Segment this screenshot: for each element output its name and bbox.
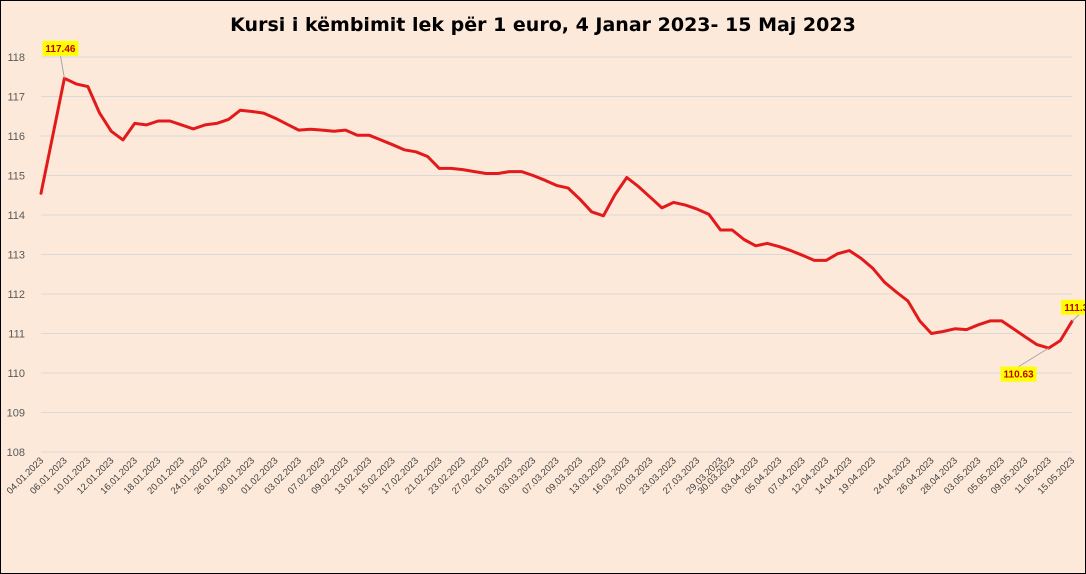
y-tick-label: 115 <box>7 171 25 183</box>
y-tick-label: 110 <box>7 368 25 380</box>
callout-label: 117.46 <box>45 44 75 55</box>
y-tick-label: 116 <box>7 131 25 143</box>
series-line <box>39 76 1074 350</box>
y-tick-label: 112 <box>7 289 25 301</box>
y-tick-label: 113 <box>7 250 25 262</box>
y-tick-label: 108 <box>7 447 25 459</box>
y-tick-label: 109 <box>7 408 25 420</box>
y-tick-label: 111 <box>8 329 25 341</box>
callout-label: 111.31 <box>1064 303 1085 314</box>
callout-box <box>42 40 79 56</box>
chart-title: Kursi i këmbimit lek për 1 euro, 4 Janar… <box>230 14 856 36</box>
y-tick-label: 114 <box>7 210 25 222</box>
callout-box <box>1000 366 1037 382</box>
callout-box <box>1061 299 1085 315</box>
callout-label: 110.63 <box>1004 370 1034 381</box>
y-tick-label: 117 <box>7 92 25 104</box>
callout-leader <box>1018 347 1049 368</box>
y-tick-label: 118 <box>7 52 25 64</box>
callout-leader <box>59 55 65 79</box>
callout-leader <box>1071 314 1080 322</box>
